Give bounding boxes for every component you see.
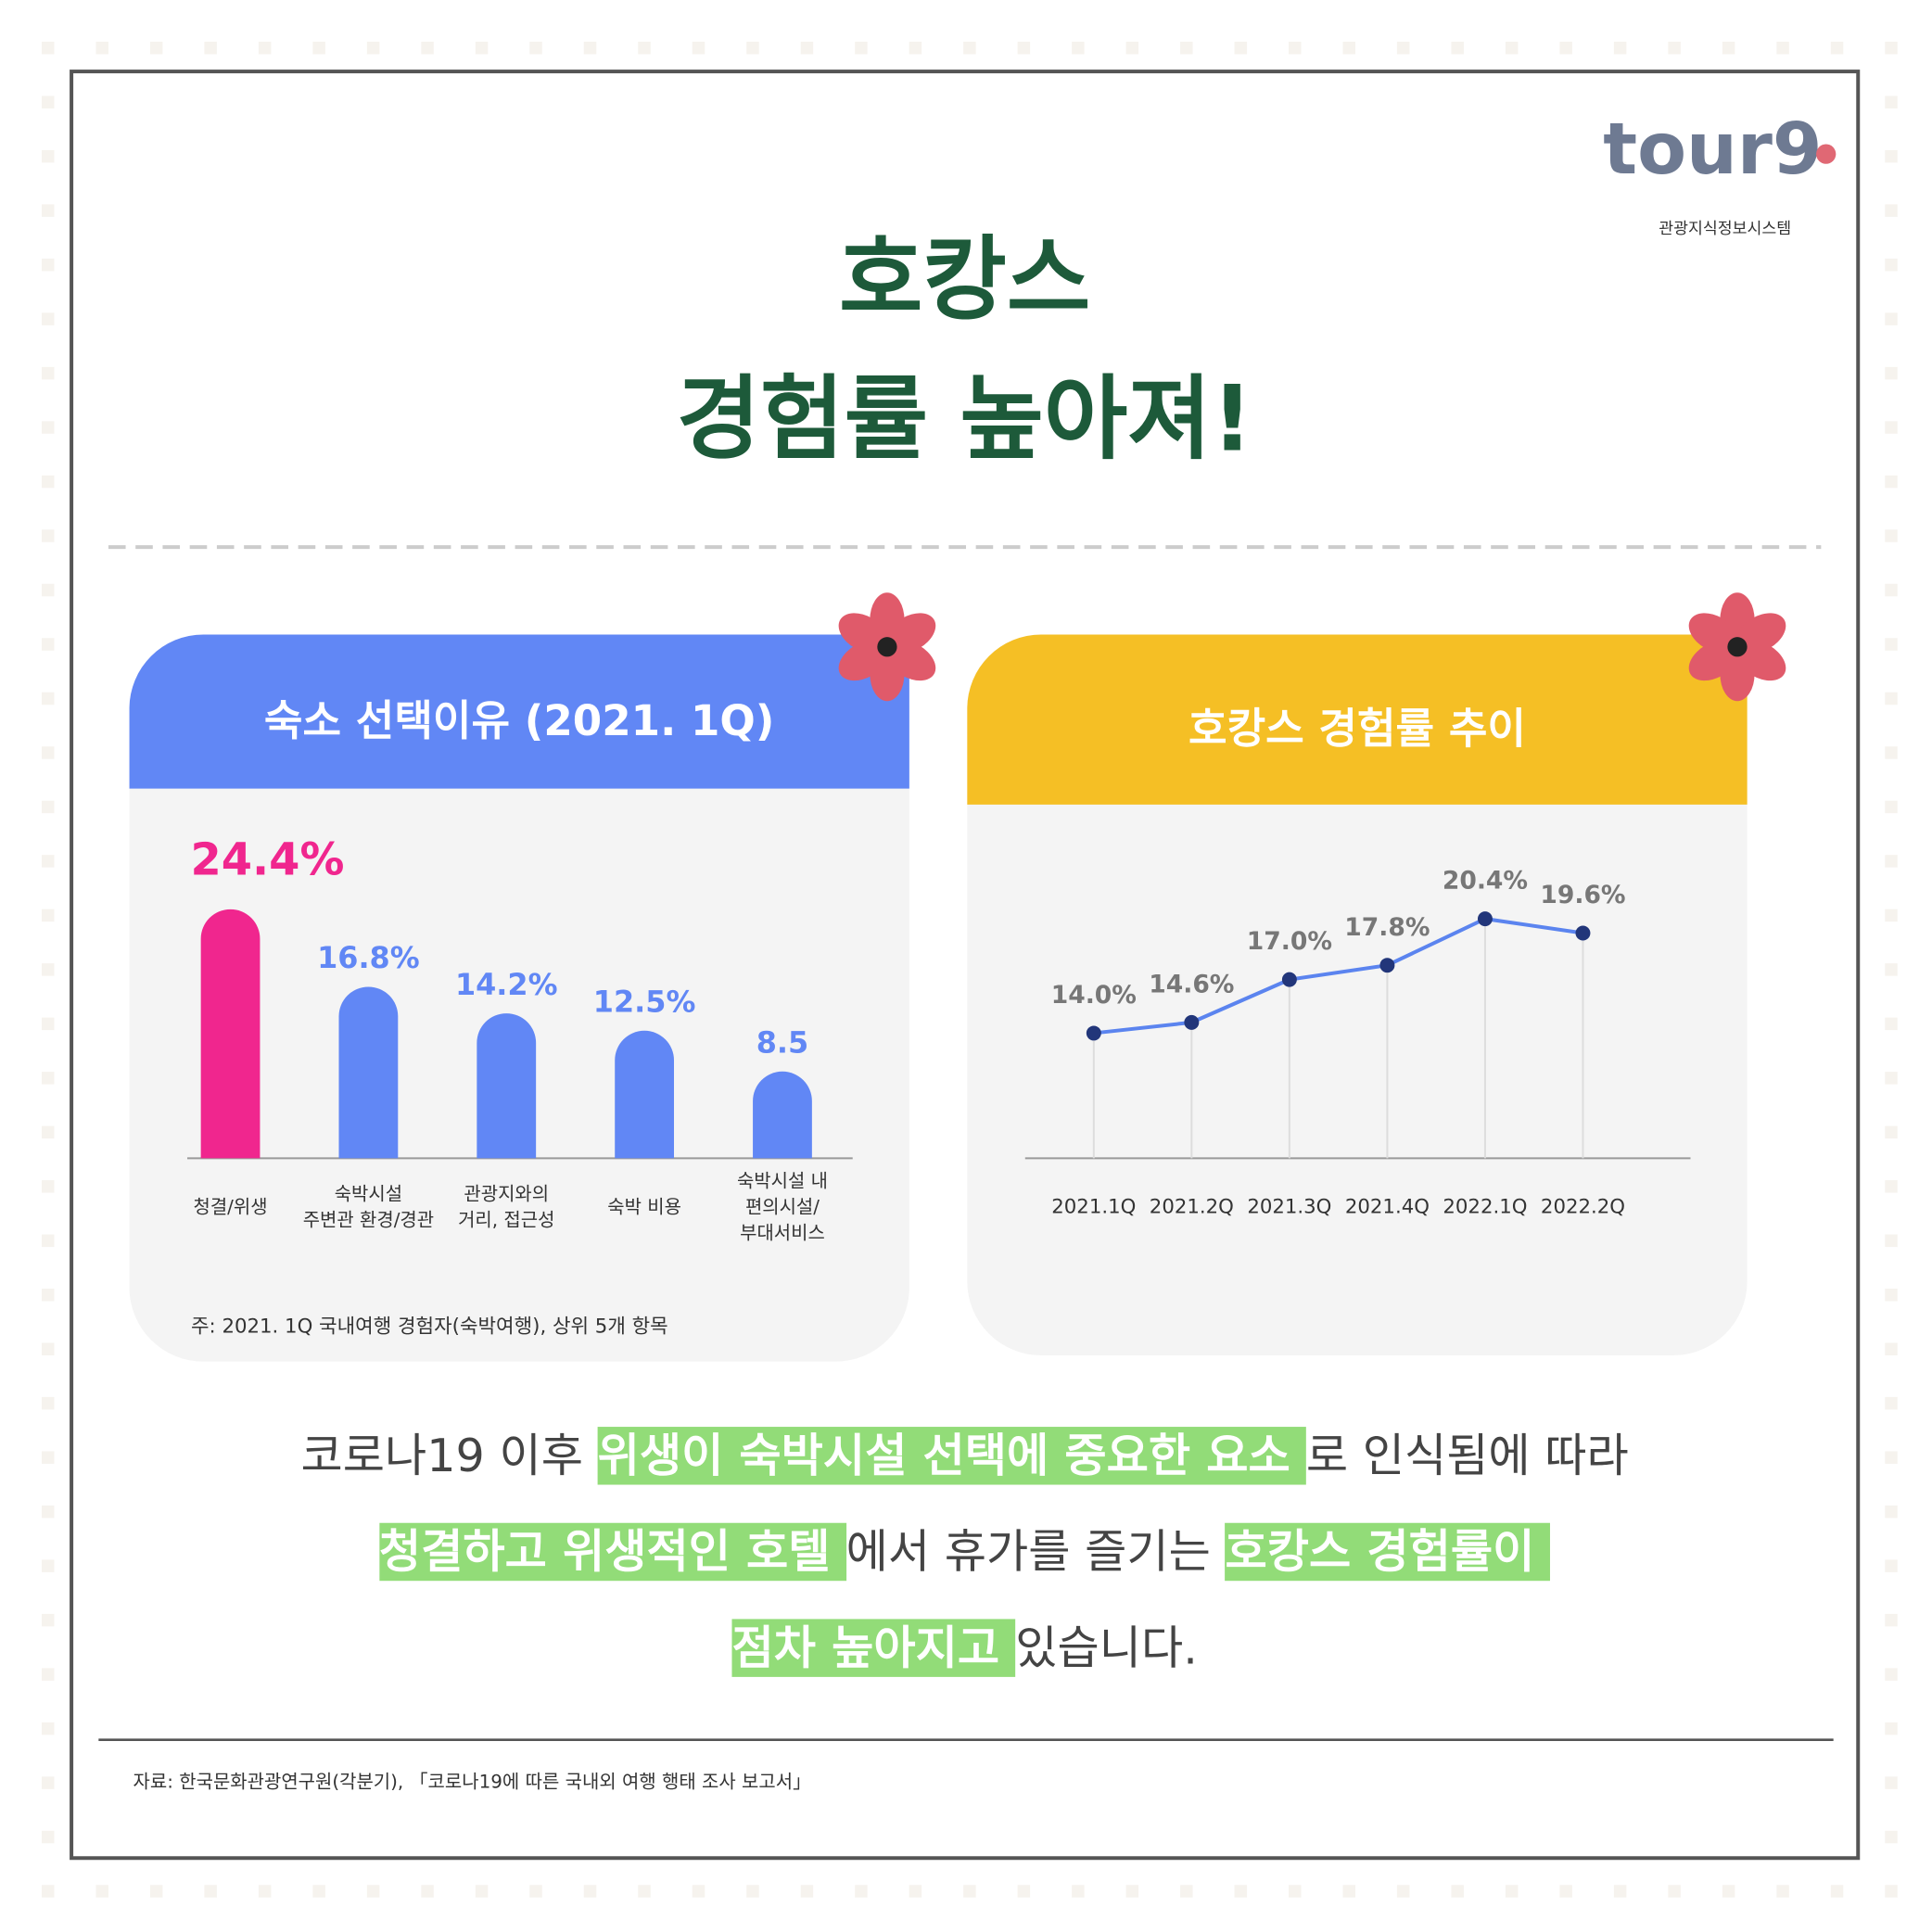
body-text: 코로나19 이후 위생이 숙박시설 선택에 중요한 요소 로 인식됨에 따라 청결… <box>71 1417 1858 1705</box>
card <box>129 634 909 1362</box>
x-tick-label: 청결/위생 <box>194 1196 268 1217</box>
note: 주: 2021. 1Q 국내여행 경험자(숙박여행), 상위 5개 항목 <box>191 1315 668 1338</box>
logo-sub: 관광지식정보시스템 <box>1659 220 1791 238</box>
text: 코로나19 이후 <box>300 1429 598 1482</box>
value-label: 17.0% <box>1247 927 1332 956</box>
bar <box>753 1071 812 1159</box>
bar <box>338 986 399 1159</box>
card-header <box>129 634 909 789</box>
card-title: 숙소 선택이유 (2021. 1Q) <box>264 696 775 745</box>
body-line: 코로나19 이후 위생이 숙박시설 선택에 중요한 요소 로 인식됨에 따라 <box>71 1417 1858 1513</box>
card-title: 호캉스 경험률 추이 <box>1188 704 1526 753</box>
petal <box>838 613 889 654</box>
value-label: 24.4% <box>190 834 344 885</box>
value-label: 14.6% <box>1149 970 1234 998</box>
bar <box>200 909 261 1159</box>
point <box>1086 1025 1101 1041</box>
value-label: 17.8% <box>1344 913 1430 942</box>
flower-center <box>877 637 897 657</box>
highlight-text: 호캉스 경험률이 <box>1225 1522 1551 1582</box>
x-tick-label: 숙박시설 내 편의시설/부대서비스 <box>737 1170 828 1243</box>
point <box>1281 972 1297 987</box>
x-tick-label: 관광지와의 거리, 접근성 <box>458 1183 554 1230</box>
text: 로 인식됨에 따라 <box>1305 1429 1629 1482</box>
line <box>1093 917 1583 1036</box>
source: 자료: 한국문화관광연구원(각분기), 「코로나19에 따른 국내외 여행 행태… <box>133 1770 812 1793</box>
value-label: 20.4% <box>1443 867 1528 896</box>
highlight-text: 위생이 숙박시설 선택에 중요한 요소 <box>597 1427 1306 1485</box>
point <box>1184 1014 1200 1030</box>
point <box>1575 925 1591 941</box>
card <box>967 634 1748 1355</box>
value-label: 19.6% <box>1540 881 1625 909</box>
body-line: 청결하고 위생적인 호텔 에서 휴가를 즐기는 호캉스 경험률이 <box>71 1513 1858 1609</box>
bar <box>477 1013 537 1159</box>
value-label: 14.0% <box>1051 981 1137 1010</box>
x-tick-label: 숙박시설 주변관 환경/경관 <box>303 1183 434 1230</box>
value-label: 8.5 <box>756 1025 808 1061</box>
x-tick-label: 2021.2Q <box>1150 1195 1234 1218</box>
petal <box>1688 613 1739 654</box>
title-line: 경험률 높아져! <box>677 366 1253 472</box>
text: 에서 휴가를 즐기는 <box>845 1525 1226 1579</box>
point <box>1379 958 1395 973</box>
flower-center <box>1727 637 1748 657</box>
card-header <box>967 634 1748 805</box>
logo-pin <box>1816 144 1837 164</box>
x-tick-label: 숙박 비용 <box>607 1196 681 1217</box>
bar <box>615 1030 675 1159</box>
x-tick-label: 2022.1Q <box>1443 1195 1527 1218</box>
value-label: 14.2% <box>455 967 558 1002</box>
highlight-text: 점차 높아지고 <box>731 1619 1016 1677</box>
body-line: 점차 높아지고 있습니다. <box>71 1609 1858 1706</box>
highlight-text: 청결하고 위생적인 호텔 <box>378 1522 846 1582</box>
value-label: 16.8% <box>317 940 420 975</box>
title-line: 호캉스 <box>839 227 1090 333</box>
text: 있습니다. <box>1015 1621 1198 1675</box>
x-tick-label: 2021.3Q <box>1247 1195 1331 1218</box>
value-label: 12.5% <box>593 985 696 1020</box>
x-tick-label: 2021.4Q <box>1345 1195 1430 1218</box>
x-tick-label: 2021.1Q <box>1051 1195 1136 1218</box>
logo: tour9 <box>1603 108 1822 191</box>
point <box>1477 911 1493 927</box>
x-tick-label: 2022.2Q <box>1541 1195 1625 1218</box>
